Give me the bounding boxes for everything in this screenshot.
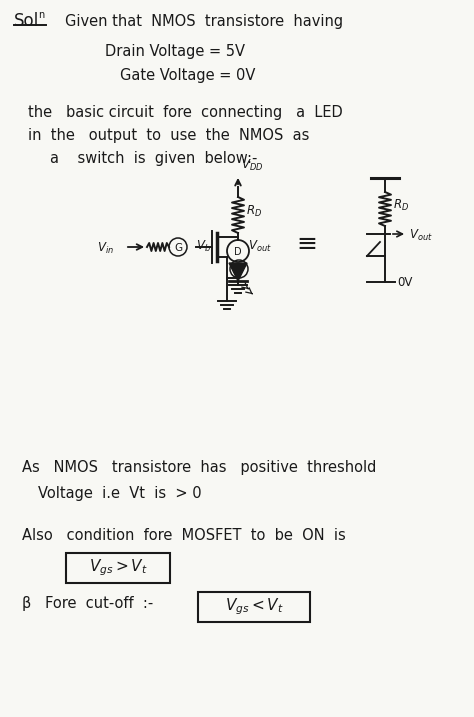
Text: G: G bbox=[174, 243, 182, 253]
Polygon shape bbox=[229, 263, 247, 281]
Text: a    switch  is  given  below:-: a switch is given below:- bbox=[50, 151, 257, 166]
Text: $\equiv$: $\equiv$ bbox=[292, 230, 318, 254]
Text: $V_{DD}$: $V_{DD}$ bbox=[241, 158, 264, 173]
Text: Voltage  i.e  Vt  is  > 0: Voltage i.e Vt is > 0 bbox=[38, 486, 201, 501]
Text: the   basic circuit  fore  connecting   a  LED: the basic circuit fore connecting a LED bbox=[28, 105, 343, 120]
Text: $V_b$: $V_b$ bbox=[196, 239, 211, 254]
Text: $R_D$: $R_D$ bbox=[393, 197, 409, 212]
Text: $V_{gs} < V_t$: $V_{gs} < V_t$ bbox=[225, 597, 283, 617]
Text: $V_{gs} > V_t$: $V_{gs} > V_t$ bbox=[89, 558, 147, 579]
Text: β   Fore  cut-off  :-: β Fore cut-off :- bbox=[22, 596, 153, 611]
Text: $R_D$: $R_D$ bbox=[246, 204, 262, 219]
Text: D: D bbox=[234, 247, 242, 257]
Text: Sol: Sol bbox=[14, 12, 39, 30]
Text: n: n bbox=[38, 10, 44, 20]
Text: in  the   output  to  use  the  NMOS  as: in the output to use the NMOS as bbox=[28, 128, 310, 143]
Text: $V_{out}$: $V_{out}$ bbox=[409, 227, 433, 242]
Text: $V_{out}$: $V_{out}$ bbox=[248, 239, 272, 254]
Text: Also   condition  fore  MOSFET  to  be  ON  is: Also condition fore MOSFET to be ON is bbox=[22, 528, 346, 543]
FancyBboxPatch shape bbox=[198, 592, 310, 622]
Text: Given that  NMOS  transistore  having: Given that NMOS transistore having bbox=[65, 14, 343, 29]
Text: $V_{in}$: $V_{in}$ bbox=[97, 240, 114, 255]
Text: Drain Voltage = 5V: Drain Voltage = 5V bbox=[105, 44, 245, 59]
Text: As   NMOS   transistore  has   positive  threshold: As NMOS transistore has positive thresho… bbox=[22, 460, 376, 475]
FancyBboxPatch shape bbox=[66, 553, 170, 583]
Text: Gate Voltage = 0V: Gate Voltage = 0V bbox=[120, 68, 255, 83]
Text: 0V: 0V bbox=[397, 277, 412, 290]
Text: S: S bbox=[236, 265, 242, 275]
